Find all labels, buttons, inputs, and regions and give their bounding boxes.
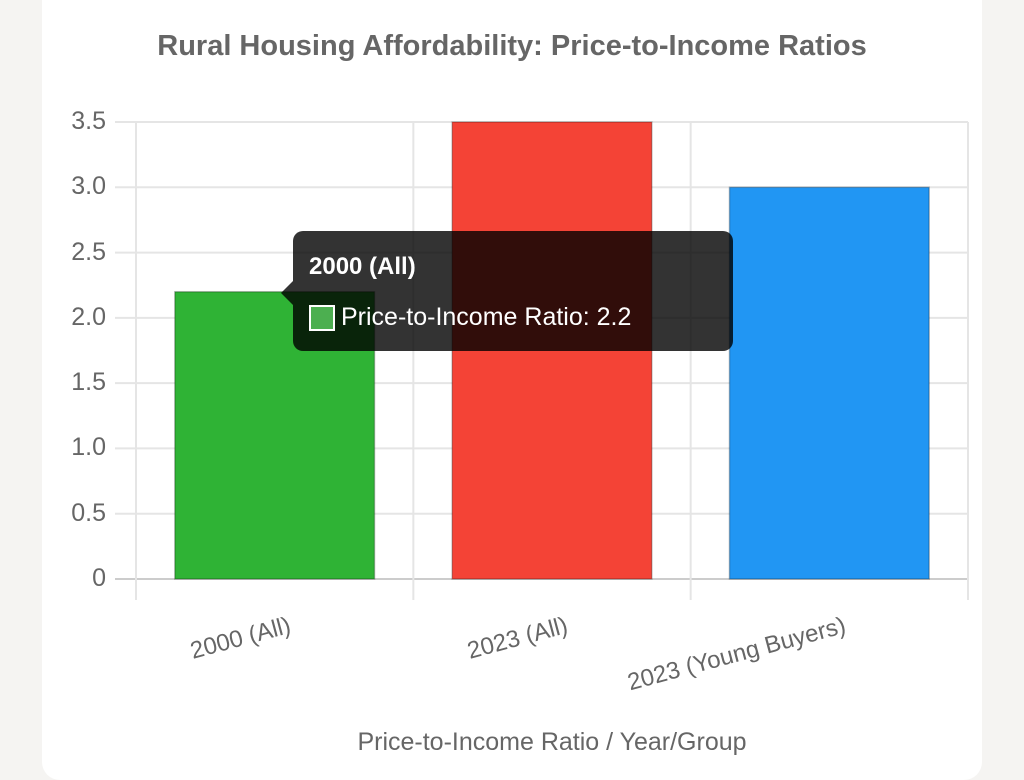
y-tick-label: 1.0: [71, 433, 106, 462]
tooltip-body: Price-to-Income Ratio: 2.2: [309, 303, 631, 332]
x-axis-label: Price-to-Income Ratio / Year/Group: [357, 728, 747, 756]
y-tick-label: 3.5: [71, 107, 106, 135]
tooltip-title: 2000 (All): [309, 253, 416, 280]
y-tick-label: 2.0: [71, 302, 106, 331]
y-tick-label: 3.0: [71, 172, 106, 201]
chart-title: Rural Housing Affordability: Price-to-In…: [157, 30, 867, 62]
legend-swatch: [309, 304, 335, 331]
bar-2: [728, 186, 930, 580]
y-tick-label: 2.5: [71, 237, 106, 266]
tooltip-value: Price-to-Income Ratio: 2.2: [341, 303, 632, 331]
y-tick-label: 0.5: [71, 498, 106, 527]
tooltip: 2000 (All) Price-to-Income Ratio: 2.2: [281, 231, 733, 351]
y-tick-label: 0: [92, 564, 106, 592]
y-tick-label: 1.5: [71, 368, 106, 397]
